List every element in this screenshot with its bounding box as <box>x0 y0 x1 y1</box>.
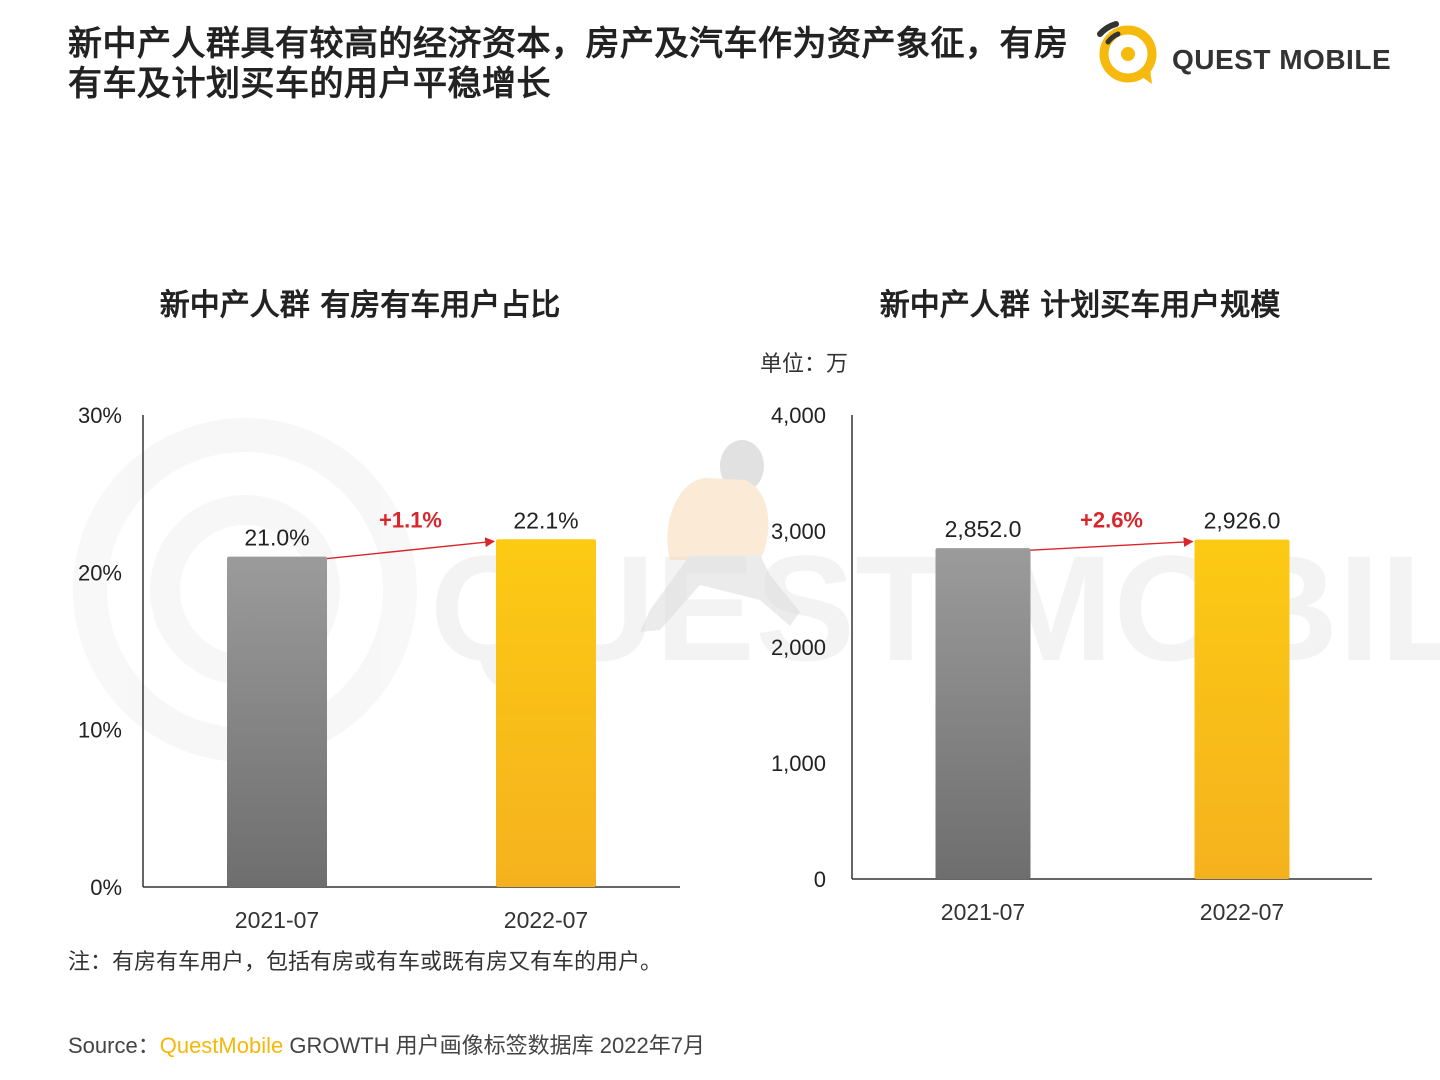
left-y-tick-label: 0% <box>90 875 122 900</box>
left-data-label: 21.0% <box>244 525 309 551</box>
right-bar-2021-07 <box>935 548 1031 879</box>
left-category-label: 2021-07 <box>235 907 319 933</box>
footnote: 注：有房有车用户，包括有房或有车或既有房又有车的用户。 <box>68 950 663 975</box>
right-category-label: 2022-07 <box>1200 899 1284 925</box>
left-bar-2021-07 <box>227 556 327 887</box>
source-brand: QuestMobile <box>159 1033 284 1058</box>
right-y-tick-label: 4,000 <box>771 403 826 428</box>
right-category-label: 2021-07 <box>941 899 1025 925</box>
logo-text: QUEST MOBILE <box>1172 44 1392 75</box>
right-y-tick-label: 1,000 <box>771 751 826 776</box>
right-growth-label: +2.6% <box>1080 508 1143 533</box>
unit-label: 单位：万 <box>760 352 849 377</box>
left-bar-2022-07 <box>496 539 596 887</box>
source-prefix: Source： <box>68 1033 160 1058</box>
right-y-tick-label: 0 <box>814 867 826 892</box>
left-category-label: 2022-07 <box>504 907 588 933</box>
left-y-tick-label: 30% <box>78 403 122 428</box>
right-data-label: 2,926.0 <box>1204 508 1281 534</box>
left-data-label: 22.1% <box>513 507 578 533</box>
chart-title-left: 新中产人群 有房有车用户占比 <box>159 288 561 323</box>
left-growth-arrow <box>326 537 495 560</box>
page-title: 新中产人群具有较高的经济资本，房产及汽车作为资产象征，有房有车及计划买车的用户平… <box>68 24 1069 104</box>
right-bar-2022-07 <box>1194 539 1290 879</box>
right-y-tick-label: 3,000 <box>771 519 826 544</box>
left-growth-label: +1.1% <box>379 507 442 532</box>
right-y-tick-label: 2,000 <box>771 635 826 660</box>
source-rest: GROWTH 用户画像标签数据库 2022年7月 <box>283 1033 705 1058</box>
logo-mark-icon <box>1097 21 1157 84</box>
source-line: Source：QuestMobile GROWTH 用户画像标签数据库 2022… <box>68 1028 705 1060</box>
chart-title-right: 新中产人群 计划买车用户规模 <box>879 288 1281 323</box>
right-data-label: 2,852.0 <box>945 516 1022 542</box>
questmobile-logo: QUEST MOBILE <box>1090 18 1392 88</box>
left-y-tick-label: 20% <box>78 560 122 585</box>
right-growth-arrow <box>1030 537 1194 551</box>
left-y-tick-label: 10% <box>78 718 122 743</box>
